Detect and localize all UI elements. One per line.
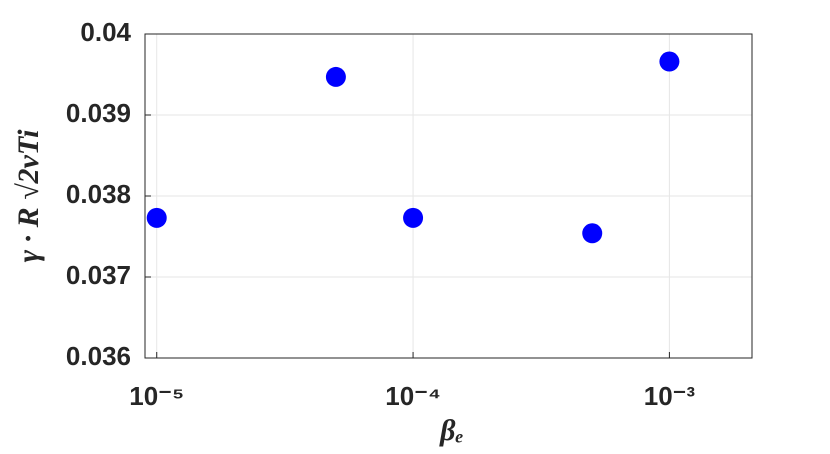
point	[582, 223, 603, 244]
point	[146, 207, 167, 228]
y-tick-label: 0.036	[66, 341, 131, 371]
y-tick-label: 0.038	[66, 179, 131, 209]
y-tick-label: 0.037	[66, 260, 131, 290]
y-tick-label: 0.04	[80, 17, 131, 47]
point	[403, 207, 424, 228]
plot-frame	[144, 33, 753, 359]
x-tick-label: 10⁻⁴	[385, 381, 441, 411]
x-tick-label: 10⁻⁵	[129, 381, 184, 411]
x-axis-label: βₑ	[439, 414, 464, 447]
x-tick-label: 10⁻³	[644, 381, 696, 411]
point	[325, 66, 346, 87]
y-axis-label: γ · R √2vTi	[12, 129, 45, 262]
y-tick-label: 0.039	[66, 98, 131, 128]
point	[659, 51, 680, 72]
